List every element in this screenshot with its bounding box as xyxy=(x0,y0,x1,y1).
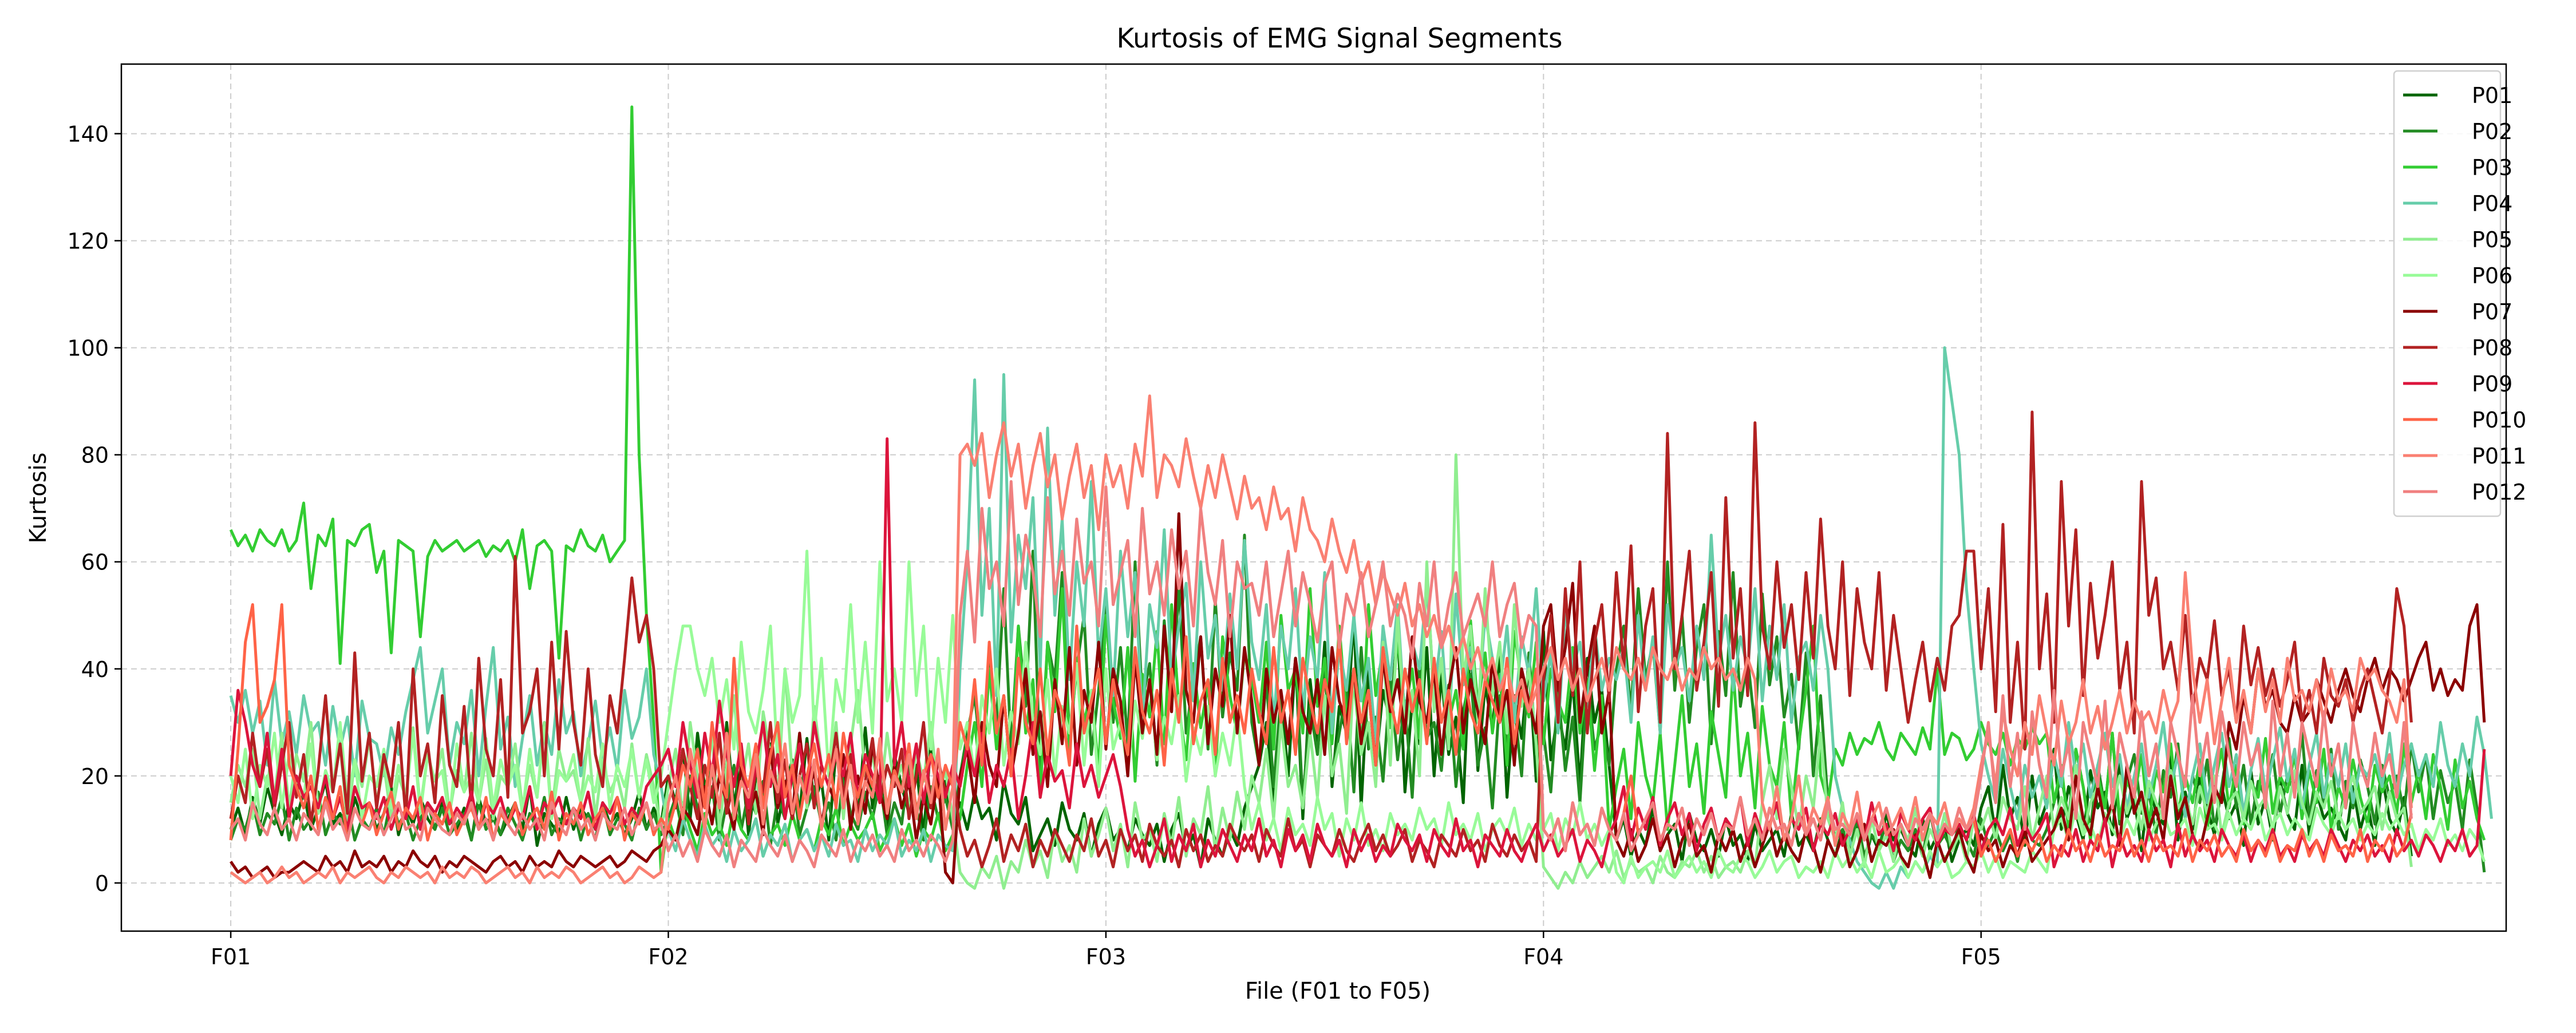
legend-label-p01: P01 xyxy=(2472,83,2512,108)
legend-label-p03: P03 xyxy=(2472,155,2512,180)
series-line-p010 xyxy=(229,603,2413,863)
legend-label-p011: P011 xyxy=(2472,444,2526,469)
series-lines xyxy=(229,105,2493,890)
y-tick-label: 40 xyxy=(81,657,109,682)
y-tick-label: 100 xyxy=(67,336,109,361)
legend-label-p06: P06 xyxy=(2472,263,2512,288)
x-tick-label: F02 xyxy=(648,944,688,969)
legend-label-p012: P012 xyxy=(2472,480,2526,505)
y-axis-ticks: 0 20 40 60 80 100 120 140 xyxy=(67,122,121,896)
y-axis-label: Kurtosis xyxy=(25,453,52,544)
series-line-p06 xyxy=(229,549,2486,885)
y-tick-label: 120 xyxy=(67,229,109,254)
series-line-p07 xyxy=(230,512,2486,885)
series-line-p09 xyxy=(229,437,2486,869)
legend-label-p07: P07 xyxy=(2472,299,2512,324)
y-tick-label: 140 xyxy=(67,122,109,147)
legend-label-p02: P02 xyxy=(2472,119,2512,144)
x-tick-label: F05 xyxy=(1961,944,2001,969)
x-tick-label: F01 xyxy=(211,944,251,969)
series-line-p08 xyxy=(229,410,2413,869)
legend-label-p010: P010 xyxy=(2472,407,2526,433)
y-tick-label: 0 xyxy=(95,871,109,896)
y-tick-label: 80 xyxy=(81,443,109,468)
legend-label-p08: P08 xyxy=(2472,335,2512,361)
legend-label-p05: P05 xyxy=(2472,227,2512,252)
y-tick-label: 20 xyxy=(81,764,109,789)
legend-box xyxy=(2393,70,2502,517)
legend-label-p04: P04 xyxy=(2472,191,2512,216)
x-axis-ticks: F01 F02 F03 F04 F05 xyxy=(211,931,2001,969)
plot-frame xyxy=(120,63,2507,932)
y-tick-label: 60 xyxy=(81,550,109,575)
series-line-p011 xyxy=(230,394,2413,885)
x-axis-label: File (F01 to F05) xyxy=(1245,978,1431,1004)
chart-title: Kurtosis of EMG Signal Segments xyxy=(1117,23,1563,54)
series-line-p012 xyxy=(230,480,2413,869)
x-tick-label: F03 xyxy=(1086,944,1126,969)
legend: P01 P02 P03 P04 P05 P06 P07 P08 P09 P010 P011 P012 xyxy=(2393,70,2526,517)
legend-label-p09: P09 xyxy=(2472,371,2512,397)
x-tick-label: F04 xyxy=(1523,944,1563,969)
